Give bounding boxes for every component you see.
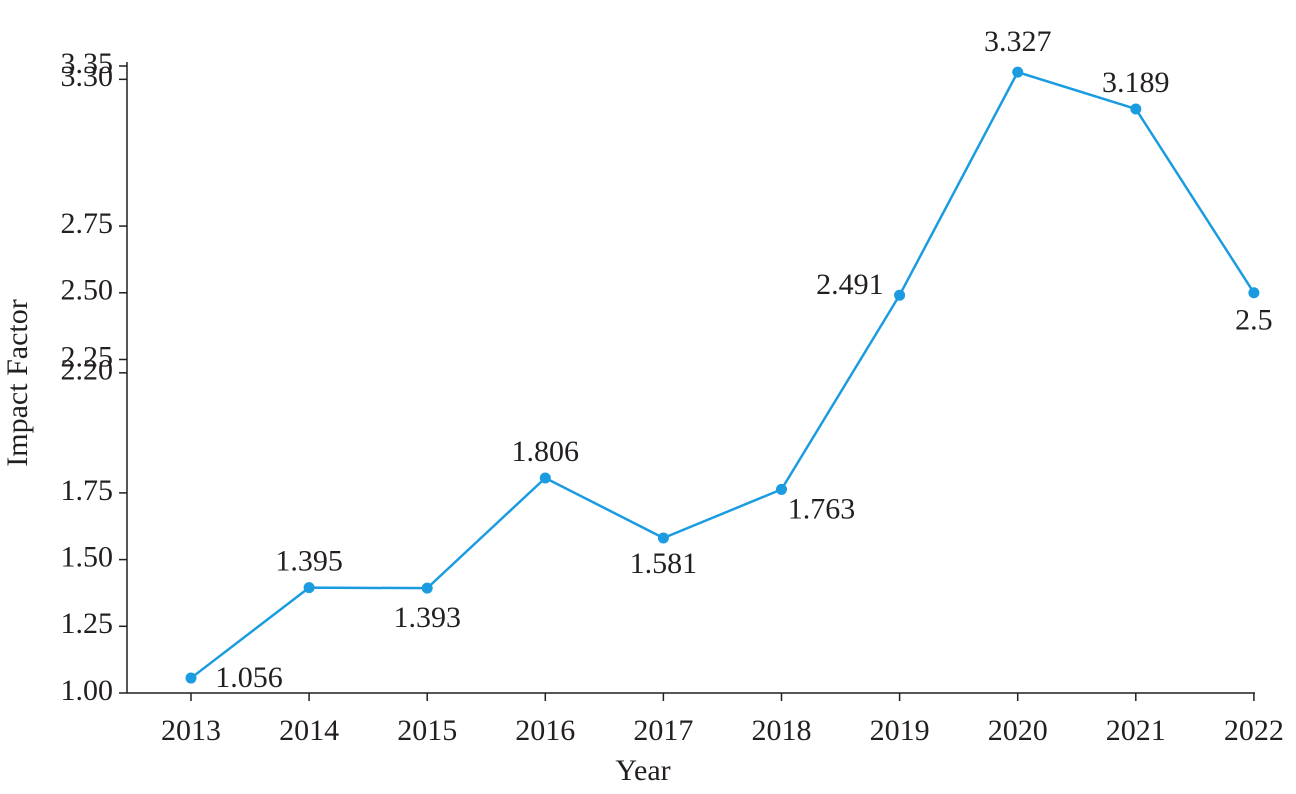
x-tick-label: 2014 xyxy=(279,714,339,747)
y-tick-label: 2.25 xyxy=(61,340,114,373)
x-tick-label: 2016 xyxy=(515,714,575,747)
y-axis-label: Impact Factor xyxy=(1,299,34,466)
point xyxy=(303,582,315,594)
value-label: 3.327 xyxy=(984,25,1052,58)
x-tick-label: 2020 xyxy=(988,714,1048,747)
value-label: 1.056 xyxy=(215,661,283,694)
value-label: 1.581 xyxy=(630,547,698,580)
value-label: 1.393 xyxy=(393,601,461,634)
point xyxy=(657,532,669,544)
x-tick-label: 2021 xyxy=(1106,714,1166,747)
value-label: 2.491 xyxy=(816,268,884,301)
value-label: 2.5 xyxy=(1235,304,1273,337)
point xyxy=(1130,103,1142,115)
x-tick-label: 2013 xyxy=(161,714,221,747)
y-tick-label: 3.30 xyxy=(61,60,114,93)
point xyxy=(894,289,906,301)
x-tick-label: 2022 xyxy=(1224,714,1284,747)
x-tick-label: 2018 xyxy=(752,714,812,747)
x-axis-label: Year xyxy=(615,754,670,787)
point xyxy=(1248,287,1260,299)
y-tick-label: 1.25 xyxy=(61,607,114,640)
y-tick-label: 1.50 xyxy=(61,540,114,573)
x-tick-label: 2015 xyxy=(397,714,457,747)
value-label: 1.763 xyxy=(788,492,856,525)
point xyxy=(1012,66,1024,78)
point xyxy=(185,672,197,684)
y-tick-label: 3.35 xyxy=(61,47,114,80)
point xyxy=(539,472,551,484)
x-tick-label: 2017 xyxy=(633,714,693,747)
y-tick-label: 1.00 xyxy=(61,674,114,707)
value-label: 1.395 xyxy=(275,545,343,578)
x-tick-label: 2019 xyxy=(870,714,930,747)
y-tick-label: 2.50 xyxy=(61,274,114,307)
y-tick-label: 2.75 xyxy=(61,207,114,240)
value-label: 1.806 xyxy=(512,435,580,468)
y-tick-label: 1.75 xyxy=(61,474,114,507)
point xyxy=(776,483,787,495)
y-tick-label: 2.20 xyxy=(61,354,114,387)
value-label: 3.189 xyxy=(1102,66,1170,99)
line xyxy=(190,70,1255,680)
point xyxy=(421,582,433,594)
